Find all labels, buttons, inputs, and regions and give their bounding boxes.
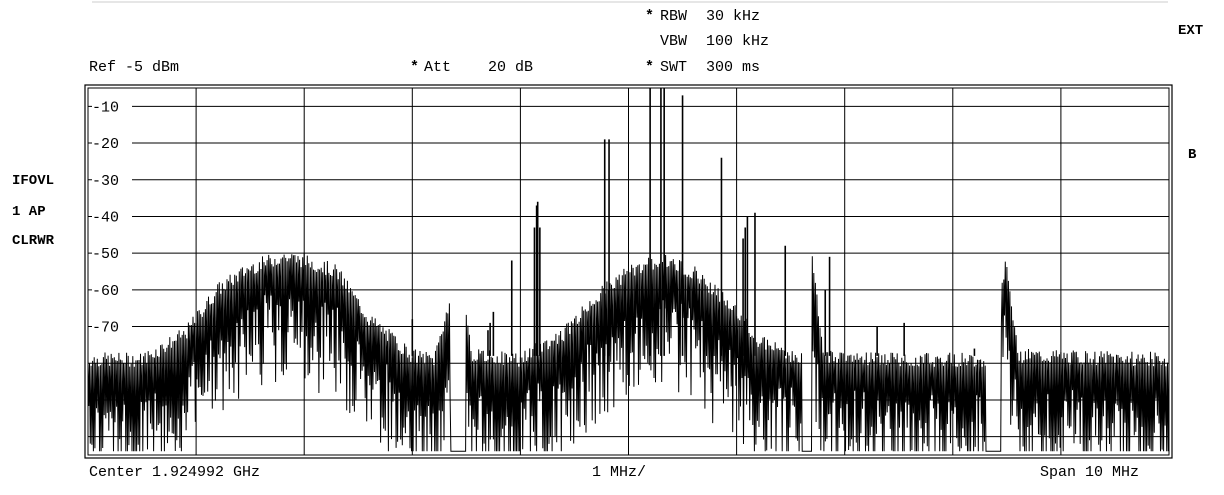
spectrum-trace-line: [87, 253, 1170, 452]
att-value: 20 dB: [488, 59, 534, 76]
trace-mode-label: 1 AP: [12, 204, 46, 220]
att-modified-marker: *: [410, 59, 420, 76]
y-tick-label: -20: [92, 136, 119, 153]
y-tick-label-bg: [92, 98, 132, 115]
ifovl-indicator: IFOVL: [12, 173, 55, 189]
b-label: B: [1188, 147, 1197, 163]
swt-modified-marker: *: [645, 59, 655, 76]
span-frequency: Span 10 MHz: [1040, 464, 1140, 481]
center-frequency: Center 1.924992 GHz: [89, 464, 261, 481]
y-tick-label-bg: [92, 281, 132, 298]
y-tick-label-bg: [92, 135, 132, 152]
rbw-label: RBW: [660, 8, 688, 25]
clrwr-label: CLRWR: [12, 233, 55, 249]
y-tick-label: -60: [92, 283, 119, 300]
ext-trigger-label: EXT: [1178, 23, 1204, 39]
frequency-per-division: 1 MHz/: [592, 464, 647, 481]
swt-value: 300 ms: [706, 59, 761, 76]
rbw-modified-marker: *: [645, 8, 655, 25]
y-tick-label: -50: [92, 246, 119, 263]
y-tick-label-bg: [92, 318, 132, 335]
vbw-value: 100 kHz: [706, 33, 770, 50]
y-tick-label: -40: [92, 209, 119, 226]
plot-frame-outer: [84, 84, 1173, 459]
att-label: Att: [424, 59, 452, 76]
y-tick-label: -70: [92, 320, 119, 337]
y-tick-label-bg: [92, 171, 132, 188]
y-tick-labels: -10 -20 -30 -40 -50 -60 -70: [92, 98, 132, 337]
y-tick-label-bg: [92, 245, 132, 262]
vbw-label: VBW: [660, 33, 688, 50]
swt-label: SWT: [660, 59, 688, 76]
y-tick-label: -30: [92, 173, 119, 190]
ref-level: Ref -5 dBm: [89, 59, 180, 76]
y-tick-label: -10: [92, 99, 119, 116]
spectrum-trace: [87, 88, 1170, 452]
rbw-value: 30 kHz: [706, 8, 761, 25]
y-tick-label-bg: [92, 208, 132, 225]
